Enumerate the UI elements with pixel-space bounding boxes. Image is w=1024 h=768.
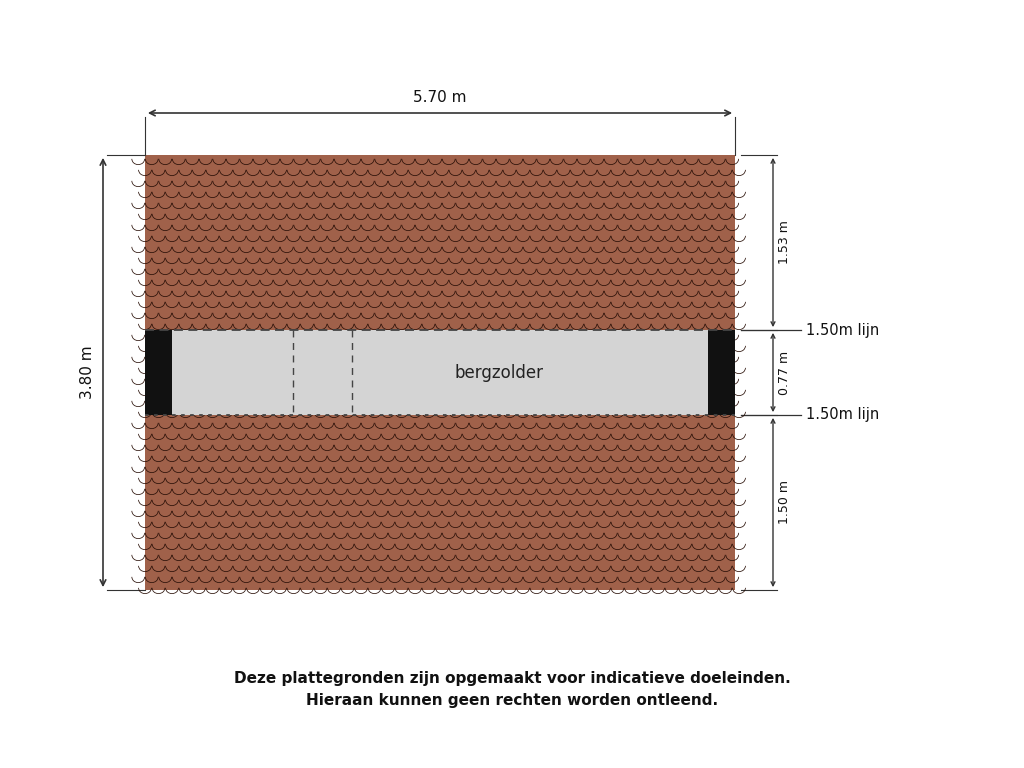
Text: 0.77 m: 0.77 m [778, 350, 791, 395]
Text: bergzolder: bergzolder [455, 363, 544, 382]
Text: Hieraan kunnen geen rechten worden ontleend.: Hieraan kunnen geen rechten worden ontle… [306, 693, 718, 707]
Text: 1.50m lijn: 1.50m lijn [806, 323, 880, 337]
Bar [145, 330, 735, 415]
Text: Deze plattegronden zijn opgemaakt voor indicatieve doeleinden.: Deze plattegronden zijn opgemaakt voor i… [233, 670, 791, 686]
Bar [145, 155, 735, 590]
Bar [145, 330, 172, 415]
Text: 3.80 m: 3.80 m [80, 346, 95, 399]
Text: 5.70 m: 5.70 m [414, 90, 467, 105]
Text: 1.50m lijn: 1.50m lijn [806, 408, 880, 422]
Bar [708, 330, 735, 415]
Text: 1.53 m: 1.53 m [778, 220, 791, 264]
Text: 1.50 m: 1.50 m [778, 481, 791, 525]
